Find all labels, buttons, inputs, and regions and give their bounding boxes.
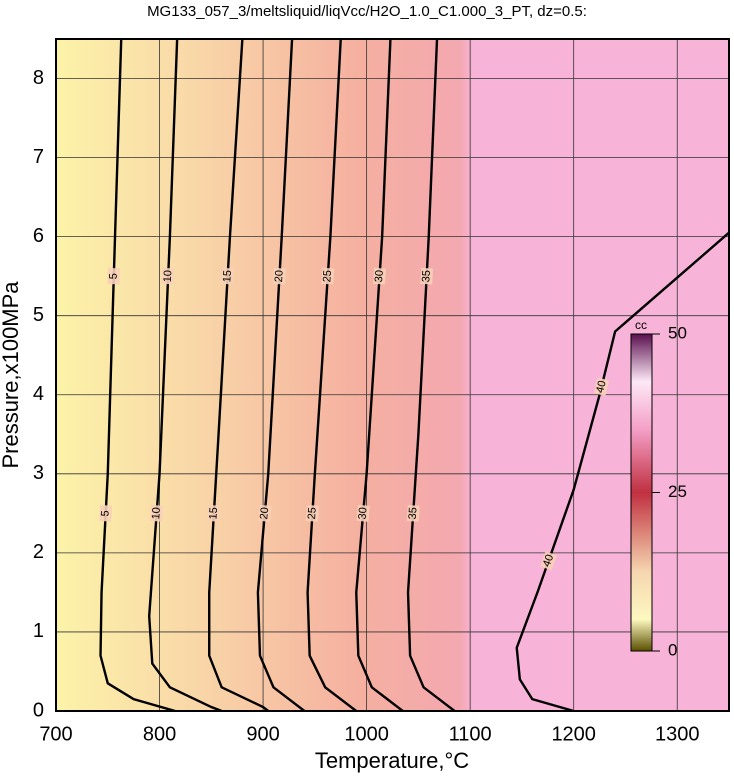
colorbar-label: cc (635, 318, 647, 332)
contour-label: 35 (420, 270, 433, 283)
contour-label-bg (540, 551, 557, 571)
contour-label: 30 (373, 270, 386, 283)
contour-label-bg (150, 504, 164, 522)
contour-label: 10 (150, 507, 163, 520)
contour-label-bg (406, 504, 420, 522)
contour-label: 35 (407, 507, 420, 520)
y-tick-label: 1 (33, 620, 44, 642)
contour-label: 40 (541, 553, 556, 569)
colorbar-tick-label: 0 (668, 640, 677, 659)
plot-frame (55, 38, 730, 712)
contour-label-bg (373, 267, 387, 285)
y-tick-label: 6 (33, 225, 44, 247)
chart-title: MG133_057_3/meltsliquid/liqVcc/H2O_1.0_C… (147, 3, 587, 20)
contour-label: 15 (207, 507, 220, 520)
contour-label: 5 (99, 510, 111, 517)
contour-label-bg (593, 377, 610, 397)
plot-background (56, 39, 729, 711)
contour-label-bg (99, 505, 113, 522)
colorbar-tick-label: 50 (668, 323, 687, 342)
contour-label: 20 (273, 270, 286, 283)
contour-label-bg (321, 267, 335, 285)
contour-label-bg (107, 267, 121, 285)
contour-label-bg (420, 267, 434, 285)
contour-label: 25 (306, 507, 319, 520)
x-tick-label: 1100 (449, 723, 492, 745)
y-tick-label: 4 (33, 383, 44, 405)
y-tick-label: 0 (33, 699, 44, 721)
contour-label-bg (161, 267, 175, 285)
colorbar (630, 333, 653, 652)
x-tick-label: 1200 (551, 723, 596, 745)
x-tick-label: 1000 (344, 723, 389, 745)
colorbar-ticks: 0 25 50 (652, 323, 687, 659)
y-tick-label: 3 (33, 462, 44, 484)
x-tick-label: 700 (39, 723, 72, 745)
y-tick-label: 8 (33, 67, 44, 89)
contour-line (515, 231, 729, 711)
contour-label: 40 (594, 379, 609, 394)
contour-label: 25 (321, 270, 334, 283)
x-tick-label: 1300 (655, 723, 700, 745)
y-tick-label: 2 (33, 541, 44, 563)
x-axis-label: Temperature,°C (315, 748, 469, 773)
y-tick-label: 5 (33, 304, 44, 326)
colorbar-tick-label: 25 (668, 482, 687, 501)
y-axis-label: Pressure,x100MPa (0, 281, 23, 469)
contour-label: 5 (108, 273, 120, 279)
contour-label-bg (356, 504, 370, 522)
grid: 700 800 900 1000 1100 1200 1300 0 1 2 3 4 5 6 7 8 (33, 39, 729, 745)
y-tick-label: 7 (33, 146, 44, 168)
contour-label-bg (258, 504, 272, 522)
contour-label: 15 (221, 270, 234, 283)
contour-label-bg (207, 505, 221, 522)
contour-label-bg (305, 505, 319, 522)
contour-label: 10 (162, 270, 175, 283)
contour-label: 30 (357, 507, 370, 520)
contour-label-bg (273, 267, 286, 285)
contour-label-bg (221, 267, 235, 285)
x-tick-label: 800 (143, 723, 176, 745)
x-tick-label: 900 (246, 723, 279, 745)
contours: 5 5 10 10 15 15 20 20 25 25 30 30 35 35 40 40 (99, 39, 729, 711)
contour-label: 20 (258, 507, 271, 520)
